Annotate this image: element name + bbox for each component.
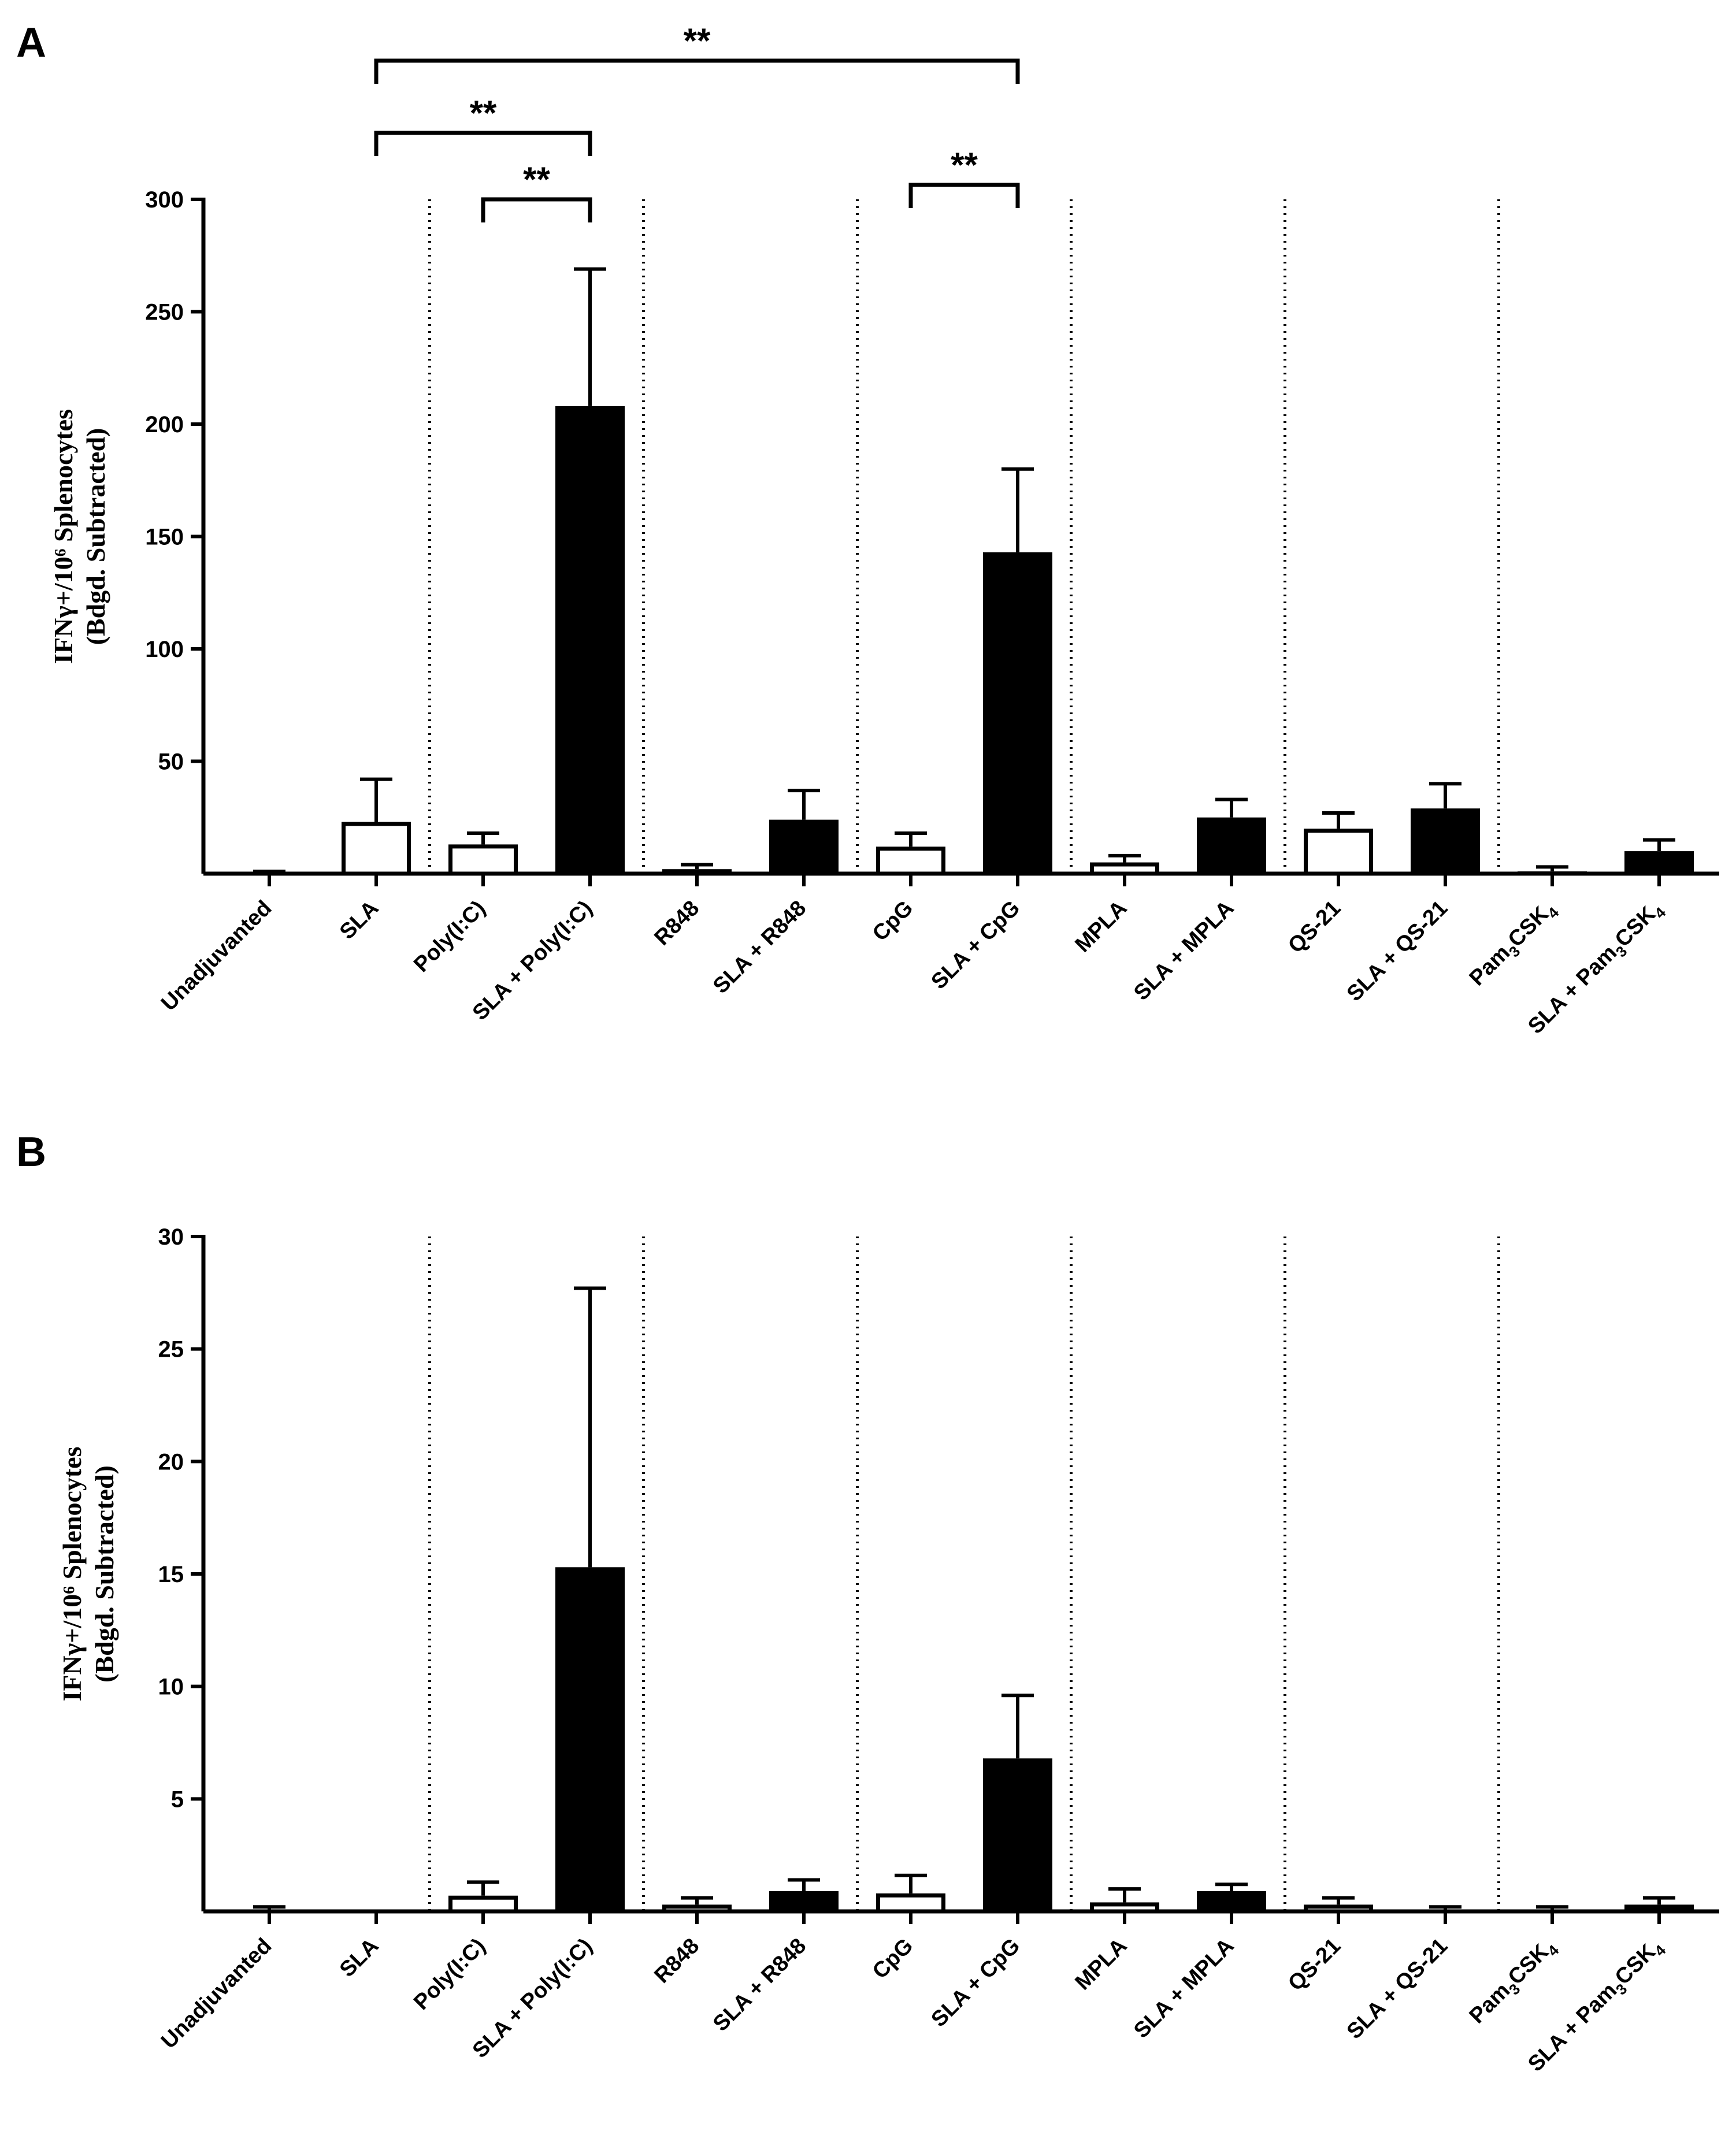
- y-tick-label: 5: [171, 1787, 184, 1812]
- x-tick-label: CpG: [868, 1934, 918, 1984]
- bar: [769, 1891, 839, 1911]
- bar: [448, 1895, 518, 1914]
- label-part: SLA + Pam: [1523, 941, 1622, 1039]
- significance-label: **: [684, 21, 711, 60]
- y-tick-label: 20: [158, 1449, 184, 1475]
- x-tick-label: QS-21: [1284, 896, 1345, 958]
- y-tick-label: 15: [158, 1562, 184, 1587]
- x-tick-label: R848: [650, 896, 704, 950]
- x-tick-label: SLA + QS-21: [1342, 1934, 1453, 2044]
- significance-bracket: [374, 131, 592, 156]
- x-tick-label: Unadjuvanted: [157, 896, 276, 1016]
- y-tick-label: 300: [145, 187, 184, 213]
- bar: [1624, 851, 1694, 874]
- x-tick-label: SLA: [335, 1934, 383, 1982]
- panel-B: B IFNγ+/10⁶ Splenocytes (Bdgd. Subtracted)…: [16, 1129, 1719, 2077]
- y-axis-title-line2: (Bdgd. Subtracted): [81, 428, 110, 645]
- y-tick-label: 200: [145, 412, 184, 437]
- x-tick-label: R848: [650, 1934, 704, 1988]
- bar: [342, 822, 411, 876]
- y-tick-label: 25: [158, 1337, 184, 1362]
- x-tick-label: SLA + QS-21: [1342, 896, 1453, 1007]
- bar: [1411, 808, 1480, 874]
- panel-A: A IFNγ+/10⁶ Splenocytes (Bdgd. Subtracted)…: [16, 20, 1719, 1039]
- panel-label: A: [16, 20, 46, 66]
- y-axis-title: IFNγ+/10⁶ Splenocytes (Bdgd. Subtracted): [57, 1446, 119, 1701]
- bar: [555, 1567, 625, 1911]
- bar: [1197, 1891, 1266, 1911]
- y-tick-label: 30: [158, 1224, 184, 1250]
- significance-label: **: [523, 160, 550, 199]
- y-tick-label: 150: [145, 525, 184, 550]
- bar: [876, 846, 945, 876]
- significance-label: **: [470, 94, 497, 132]
- y-axis-title: IFNγ+/10⁶ Splenocytes (Bdgd. Subtracted): [49, 409, 110, 664]
- bar: [448, 844, 518, 876]
- bar: [983, 552, 1052, 874]
- bar: [1624, 1904, 1694, 1911]
- bar: [876, 1893, 945, 1914]
- x-tick-label: SLA + R848: [709, 1934, 811, 2036]
- y-axis-title-line2: (Bdgd. Subtracted): [90, 1465, 119, 1683]
- bar: [1197, 817, 1266, 874]
- x-tick-label: QS-21: [1284, 1934, 1345, 1996]
- x-tick-label: SLA: [335, 896, 383, 944]
- x-tick-label: MPLA: [1071, 896, 1132, 957]
- x-tick-label: Pam3CSK4: [1465, 1933, 1563, 2031]
- x-tick-label: SLA + MPLA: [1129, 896, 1238, 1005]
- x-tick-label: SLA + R848: [709, 896, 811, 998]
- x-tick-label: Pam3CSK4: [1465, 896, 1563, 993]
- x-tick-label: SLA + MPLA: [1129, 1934, 1238, 2043]
- x-tick-label: SLA + CpG: [927, 1934, 1025, 2032]
- significance-bracket: [908, 183, 1020, 208]
- bar: [1304, 829, 1373, 876]
- panel-label: B: [16, 1129, 46, 1175]
- y-tick-label: 100: [145, 637, 184, 662]
- significance-bracket: [374, 58, 1020, 84]
- x-tick-label: Unadjuvanted: [157, 1934, 276, 2054]
- significance-bracket: [481, 197, 592, 222]
- y-tick-label: 10: [158, 1674, 184, 1700]
- x-tick-label: SLA + CpG: [927, 896, 1025, 994]
- y-tick-label: 250: [145, 300, 184, 325]
- y-axis-title-line1: IFNγ+/10⁶ Splenocytes: [49, 409, 78, 664]
- bar: [555, 406, 625, 874]
- x-tick-label: MPLA: [1071, 1934, 1132, 1995]
- y-axis-title-line1: IFNγ+/10⁶ Splenocytes: [57, 1446, 87, 1701]
- bar: [769, 819, 839, 874]
- x-tick-label: Poly(I:C): [409, 896, 490, 977]
- x-tick-label: Poly(I:C): [409, 1934, 490, 2015]
- label-part: SLA + Pam: [1523, 1978, 1622, 2077]
- significance-label: **: [951, 146, 978, 184]
- y-tick-label: 50: [158, 749, 184, 775]
- bar: [983, 1758, 1052, 1911]
- x-tick-label: CpG: [868, 896, 918, 946]
